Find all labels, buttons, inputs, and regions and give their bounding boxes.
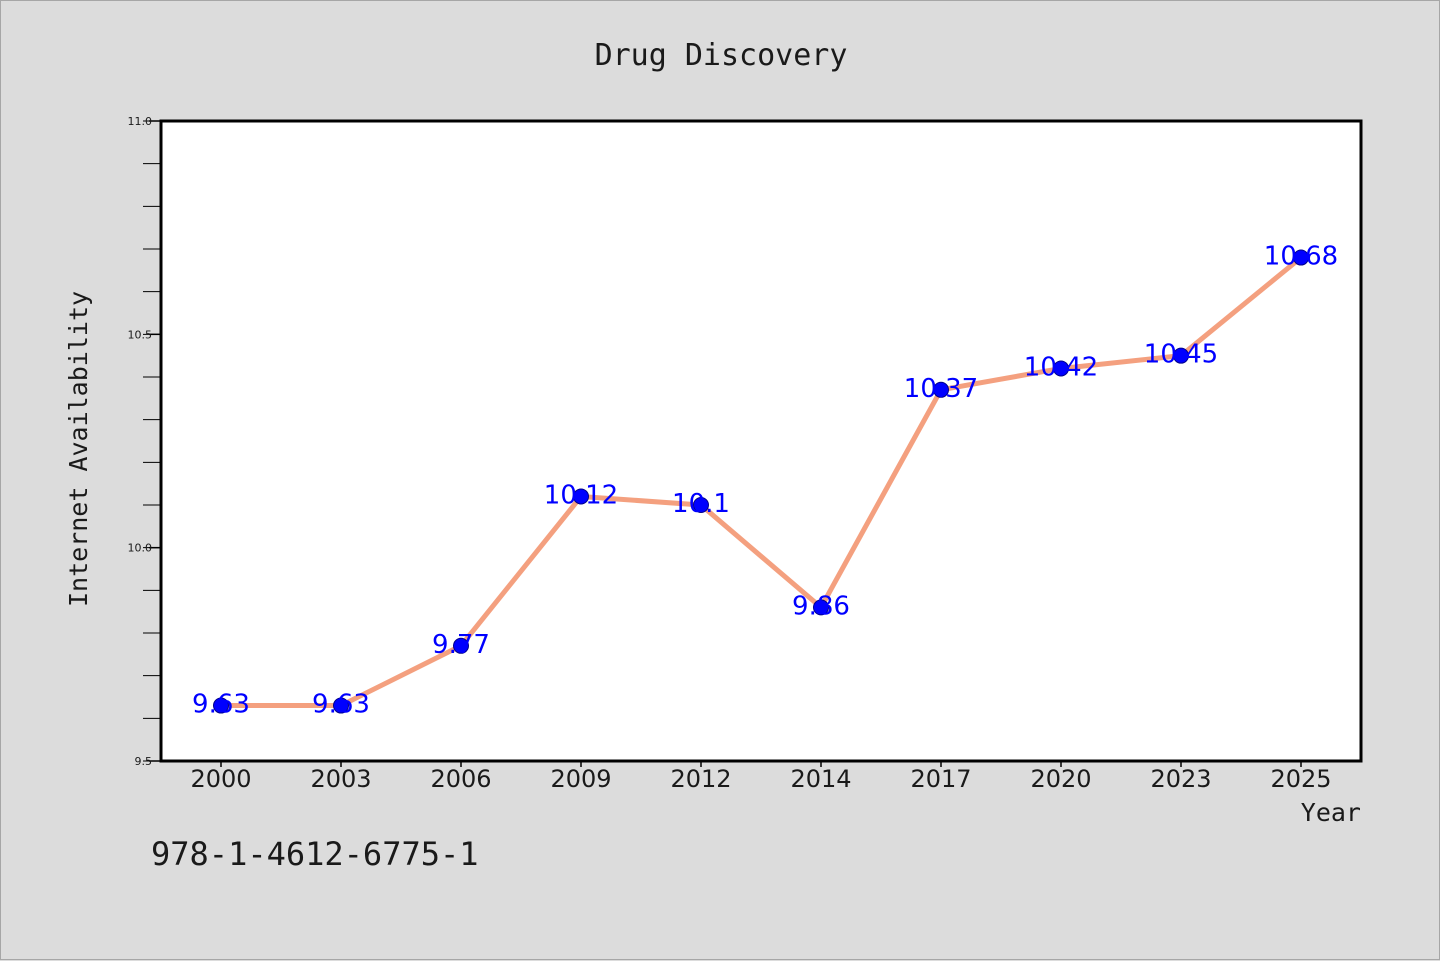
y-axis-label: Internet Availability (64, 291, 93, 607)
data-point (333, 697, 349, 714)
plot-area (159, 119, 1363, 763)
data-point (1053, 360, 1069, 377)
data-point (813, 599, 829, 616)
x-tick-label: 2009 (550, 765, 611, 793)
x-tick-label: 2014 (790, 765, 851, 793)
y-tick-label: 10.5 (128, 328, 153, 341)
x-tick-label: 2017 (910, 765, 971, 793)
y-tick-label: 9.5 (135, 755, 153, 768)
data-label: 9.63 (312, 690, 370, 720)
data-label: 10.37 (904, 374, 978, 404)
chart-title: Drug Discovery (595, 38, 848, 73)
data-label: 10.12 (544, 480, 618, 510)
data-point (1173, 347, 1189, 364)
isbn-text: 978-1-4612-6775-1 (151, 835, 479, 873)
data-labels: 9.63 9.63 9.77 10.12 10.1 9.86 10.37 10.42 10.45… (192, 242, 1338, 720)
data-point (573, 488, 589, 505)
data-label: 9.63 (192, 690, 250, 720)
x-tick-label: 2003 (310, 765, 371, 793)
data-point (693, 497, 709, 513)
x-tick-label: 2000 (190, 765, 251, 793)
data-label: 9.77 (432, 630, 490, 660)
x-tick-label: 2023 (1150, 765, 1211, 793)
y-axis-ticks: 9.5 10.0 10.5 11.0 (128, 115, 161, 768)
data-points (213, 249, 1309, 714)
data-point (933, 381, 949, 398)
x-axis-ticks: 2000 2003 2006 2009 2012 2014 2017 2020 2023 2025 (190, 761, 1332, 793)
data-label: 10.42 (1024, 352, 1098, 382)
data-point (1293, 249, 1309, 266)
x-tick-label: 2020 (1030, 765, 1091, 793)
y-tick-label: 10.0 (128, 542, 153, 555)
x-tick-label: 2025 (1270, 765, 1331, 793)
y-tick-label: 11.0 (128, 115, 153, 128)
x-tick-label: 2012 (670, 765, 731, 793)
data-point (213, 697, 229, 714)
x-axis-label: Year (1301, 798, 1361, 827)
data-point (453, 637, 469, 654)
data-label: 10.1 (672, 489, 730, 519)
x-tick-label: 2006 (430, 765, 491, 793)
data-label: 9.86 (792, 591, 850, 621)
data-label: 10.68 (1264, 242, 1338, 272)
series-line (218, 255, 1304, 709)
data-label: 10.45 (1144, 340, 1218, 370)
